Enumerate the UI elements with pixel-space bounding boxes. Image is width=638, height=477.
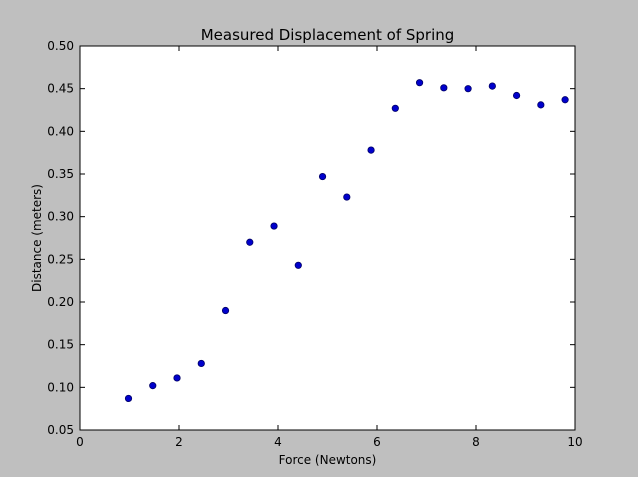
data-point	[318, 172, 327, 181]
x-axis-label: Force (Newtons)	[279, 453, 377, 467]
data-point	[488, 82, 496, 90]
data-point	[561, 96, 569, 104]
data-point	[124, 394, 133, 403]
x-tick-label: 6	[373, 435, 381, 449]
y-tick-label: 0.40	[47, 124, 74, 138]
y-tick-label: 0.20	[47, 295, 74, 309]
data-point	[270, 222, 278, 230]
plot-area	[79, 45, 576, 431]
y-tick-label: 0.10	[47, 380, 74, 394]
chart-title: Measured Displacement of Spring	[201, 26, 455, 44]
x-tick-label: 2	[175, 435, 183, 449]
y-tick-label: 0.05	[47, 423, 74, 437]
y-axis-label: Distance (meters)	[30, 184, 44, 292]
data-point	[173, 374, 181, 382]
data-point	[440, 84, 448, 92]
data-point	[367, 146, 375, 154]
x-tick-label: 10	[567, 435, 582, 449]
data-point	[464, 85, 472, 93]
data-point	[221, 306, 230, 315]
y-tick-label: 0.50	[47, 39, 74, 53]
data-point	[343, 193, 351, 201]
data-point	[197, 359, 205, 368]
data-point	[149, 382, 157, 390]
x-tick-label: 8	[472, 435, 480, 449]
x-tick-label: 4	[274, 435, 282, 449]
y-tick-label: 0.35	[47, 167, 74, 181]
data-point	[391, 104, 399, 112]
y-tick-label: 0.30	[47, 210, 74, 224]
y-tick-label: 0.45	[47, 82, 74, 96]
y-tick-label: 0.15	[47, 338, 74, 352]
data-point	[246, 238, 254, 246]
data-point	[294, 261, 302, 269]
x-tick-label: 0	[76, 435, 84, 449]
y-tick-label: 0.25	[47, 252, 74, 266]
data-point	[537, 101, 545, 109]
data-point	[415, 79, 424, 87]
data-point	[512, 91, 521, 100]
